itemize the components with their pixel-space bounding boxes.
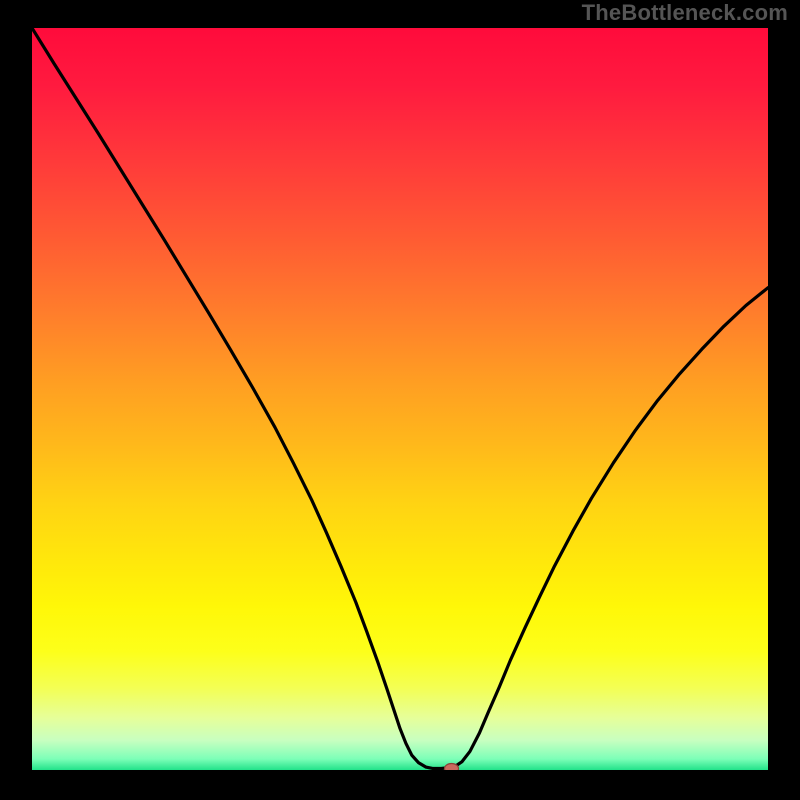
plot-area bbox=[32, 28, 768, 770]
watermark-text: TheBottleneck.com bbox=[582, 0, 788, 26]
min-marker bbox=[445, 764, 459, 770]
chart-container: TheBottleneck.com bbox=[0, 0, 800, 800]
chart-svg bbox=[32, 28, 768, 770]
